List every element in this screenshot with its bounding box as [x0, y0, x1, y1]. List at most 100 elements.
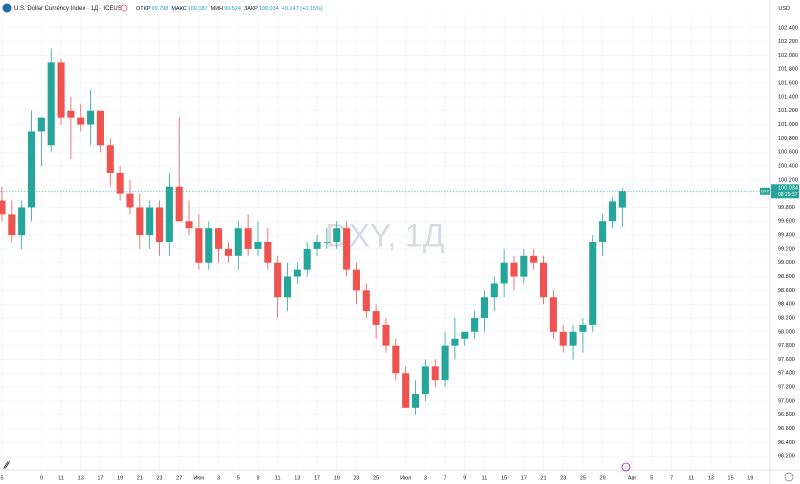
y-tick-label: 99.400: [778, 233, 795, 239]
settings-icon[interactable]: [784, 472, 794, 482]
x-tick-label: 21: [137, 475, 143, 481]
candle-body: [461, 331, 469, 339]
x-tick-label: Июн: [193, 475, 204, 481]
candle-body: [618, 191, 626, 208]
ohlc-label: ОТКР: [136, 6, 151, 12]
x-tick-label: 13: [708, 475, 714, 481]
y-tick-label: 96.600: [778, 426, 795, 432]
candle-body: [372, 311, 380, 325]
candle-body: [589, 242, 597, 325]
x-tick-label: 25: [580, 475, 586, 481]
candle-body: [539, 262, 548, 298]
x-tick-label: 23: [560, 475, 566, 481]
y-tick-label: 100.400: [778, 163, 798, 169]
candle-body: [264, 242, 272, 263]
candle-body: [37, 117, 45, 132]
change: +0.147 (+0.15%): [282, 6, 323, 12]
candle-body: [155, 207, 164, 242]
candle-body: [283, 276, 292, 298]
candle-body: [205, 228, 213, 263]
candle-body: [451, 338, 459, 346]
candle-body: [224, 248, 232, 256]
event-icon[interactable]: [621, 462, 631, 472]
candle-body: [47, 62, 55, 146]
x-tick-label: 23: [156, 475, 162, 481]
x-tick-label: 15: [501, 475, 507, 481]
candle-body: [608, 201, 616, 222]
candle-body: [254, 242, 262, 249]
x-tick-label: 23: [353, 475, 359, 481]
candle-body: [392, 345, 400, 374]
candle-body: [234, 228, 242, 256]
x-tick-label: 3: [217, 475, 220, 481]
candle-body: [323, 242, 331, 243]
candle-body: [510, 262, 518, 277]
y-tick-label: 102.000: [778, 53, 798, 59]
x-tick-label: 11: [58, 475, 64, 481]
currency: USD: [778, 6, 790, 12]
candle-body: [136, 207, 144, 236]
y-tick-label: 98.800: [778, 274, 795, 280]
status-dot[interactable]: [120, 4, 128, 12]
candle-body: [175, 186, 183, 222]
chart-title: U.S. Dollar Currency Index · 1Д · ICEUS: [14, 6, 122, 12]
candle-body: [27, 131, 36, 208]
y-tick-label: 97.000: [778, 398, 795, 404]
y-tick-label: 98.200: [778, 315, 795, 321]
ohlc-label: МИН: [211, 6, 224, 12]
ohlc-label: МАКС: [171, 6, 186, 12]
candle-body: [343, 228, 351, 270]
candle-body: [215, 228, 223, 249]
candle-body: [362, 290, 370, 312]
x-tick-label: 7: [670, 475, 673, 481]
x-tick-label: 3: [424, 475, 427, 481]
ohlc-value: 99.524: [224, 6, 241, 12]
candle-body: [274, 262, 282, 298]
candle-body: [303, 248, 311, 270]
x-tick-label: 9: [463, 475, 466, 481]
ohlc-value: 100.087: [188, 6, 208, 12]
candle-body: [352, 269, 360, 291]
y-tick-label: 100.800: [778, 136, 798, 142]
countdown: 08:25:37: [778, 192, 798, 198]
candle-body: [520, 255, 528, 277]
grid: [0, 14, 770, 470]
x-tick-label: 17: [97, 475, 103, 481]
y-tick-label: 97.200: [778, 385, 795, 391]
candle-body: [293, 269, 301, 277]
y-tick-label: 102.400: [778, 25, 798, 31]
ohlc-value: 100.034: [259, 6, 279, 12]
symbol-tag: DXY: [761, 188, 770, 193]
plot: [0, 48, 770, 415]
tv-logo[interactable]: ⁄⁄: [3, 461, 11, 472]
candle-body: [599, 221, 607, 242]
symbol-tag-box: [760, 187, 770, 195]
price-label: 100.034: [778, 186, 798, 192]
x-tick-label: 5: [0, 475, 3, 481]
candle-body: [559, 331, 567, 346]
y-tick-label: 98.000: [778, 329, 795, 335]
x-tick-label: 19: [747, 475, 753, 481]
ohlc-header: ОТКР 99.798 МАКС 100.087 МИН 99.524 ЗАКР 100.03…: [136, 6, 323, 12]
y-tick-label: 101.600: [778, 81, 798, 87]
candle-body: [96, 110, 104, 146]
y-tick-label: 96.400: [778, 440, 795, 446]
candle-body: [530, 255, 538, 263]
candle-body: [244, 228, 252, 249]
candle-body: [549, 297, 557, 332]
candle-body: [313, 242, 321, 249]
x-tick-label: 13: [294, 475, 300, 481]
candle-body: [18, 207, 26, 236]
candle-body: [471, 318, 479, 332]
x-tick-label: 11: [275, 475, 281, 481]
candle-body: [500, 262, 508, 284]
candle-body: [126, 193, 134, 208]
x-tick-label: 17: [314, 475, 320, 481]
x-tick-label: 9: [40, 475, 43, 481]
y-tick-label: 98.600: [778, 288, 795, 294]
y-tick-label: 101.000: [778, 122, 798, 128]
x-tick-label: 21: [540, 475, 546, 481]
price-label-box: [771, 184, 799, 199]
